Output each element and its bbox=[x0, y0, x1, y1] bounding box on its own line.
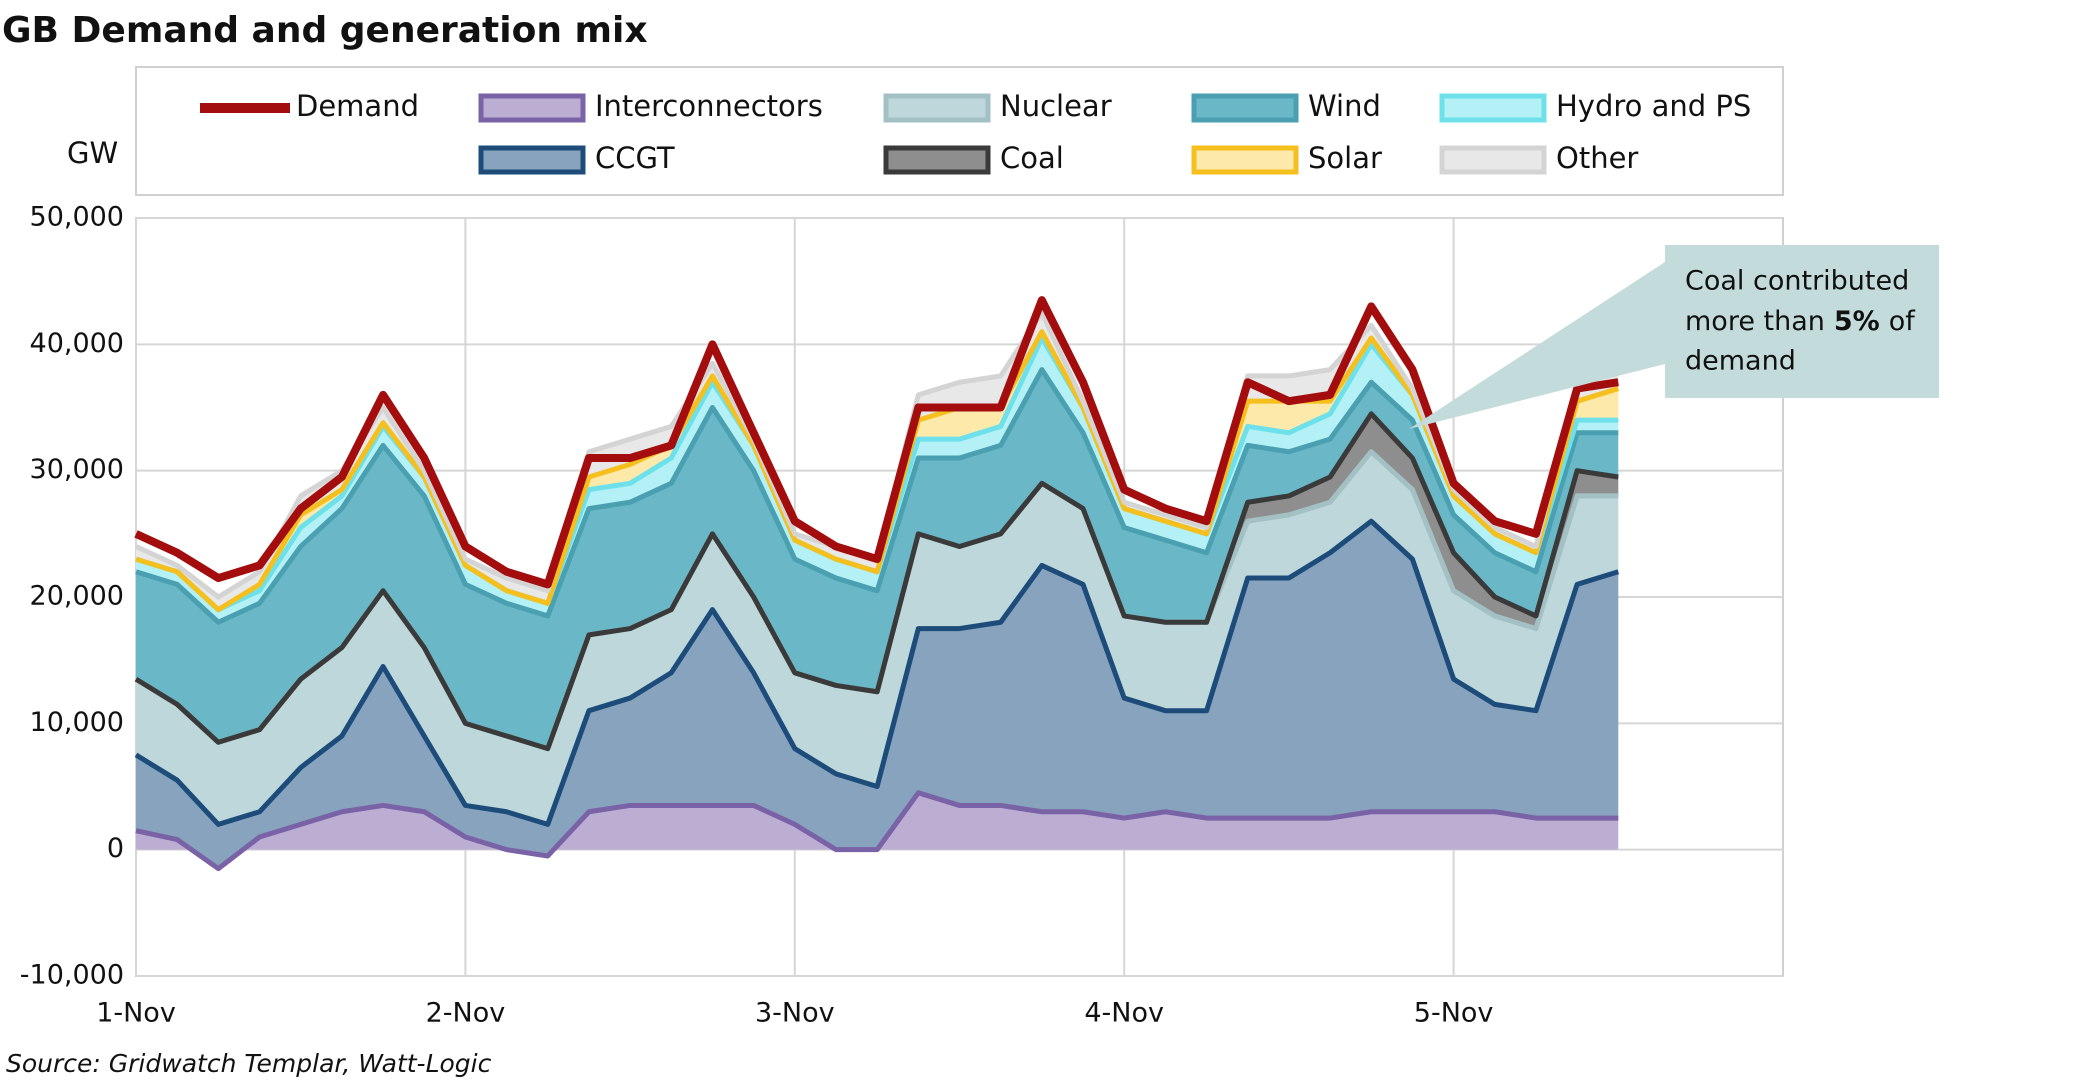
annotation-box bbox=[1665, 245, 1939, 398]
x-tick-label: 1-Nov bbox=[96, 998, 176, 1029]
legend-swatch bbox=[1191, 145, 1299, 175]
legend-label: CCGT bbox=[595, 141, 675, 175]
source-note: Source: Gridwatch Templar, Watt-Logic bbox=[6, 1049, 492, 1078]
legend-label: Hydro and PS bbox=[1556, 89, 1751, 123]
x-tick-label: 4-Nov bbox=[1084, 998, 1164, 1029]
area-edge bbox=[134, 518, 1620, 827]
y-tick-label: 10,000 bbox=[30, 707, 124, 738]
area-edge bbox=[135, 367, 1619, 625]
annotation-text: of bbox=[1889, 306, 1917, 337]
legend-label: Wind bbox=[1308, 89, 1381, 123]
plot-area: -10,000 0 10,000 20,000 30,000 40,000 50,000 1-… bbox=[20, 202, 1784, 1029]
legend-label: Coal bbox=[1000, 141, 1064, 175]
x-tick-label: 5-Nov bbox=[1414, 998, 1494, 1029]
x-tick-label: 3-Nov bbox=[755, 998, 835, 1029]
legend-swatch bbox=[883, 93, 991, 123]
y-tick-label: 30,000 bbox=[30, 454, 124, 485]
x-tick-label: 2-Nov bbox=[426, 998, 506, 1029]
legend-label: Solar bbox=[1308, 141, 1382, 175]
annotation-line: more than 5% of bbox=[1685, 306, 1916, 337]
y-axis-label: GW bbox=[67, 136, 118, 170]
area-edge bbox=[135, 790, 1619, 872]
legend-label: Nuclear bbox=[1000, 89, 1112, 123]
legend-label: Interconnectors bbox=[595, 89, 823, 123]
demand-line bbox=[134, 296, 1619, 589]
y-tick-label: 40,000 bbox=[30, 328, 124, 359]
area-fill bbox=[136, 792, 1619, 869]
annotation-line: demand bbox=[1685, 346, 1796, 377]
annotation-text: more than bbox=[1685, 306, 1825, 337]
legend-swatch bbox=[1439, 93, 1547, 123]
chart-title: GB Demand and generation mix bbox=[2, 10, 648, 51]
y-tick-label: 50,000 bbox=[30, 202, 124, 233]
y-tick-label: 20,000 bbox=[30, 581, 124, 612]
area-fill bbox=[136, 521, 1619, 869]
annotation-line: Coal contributed bbox=[1685, 266, 1909, 297]
legend-swatch bbox=[1439, 145, 1547, 175]
legend-label: Demand bbox=[296, 89, 419, 123]
area-fill bbox=[136, 451, 1619, 825]
legend-label: Other bbox=[1556, 141, 1638, 175]
annotation-highlight: 5% bbox=[1834, 306, 1880, 337]
area-fill bbox=[136, 369, 1619, 749]
legend-swatch bbox=[1191, 93, 1299, 123]
y-tick-label: -10,000 bbox=[20, 960, 124, 991]
callout-pointer bbox=[1409, 262, 1665, 429]
area-edge bbox=[135, 329, 1620, 613]
area-edge bbox=[134, 411, 1619, 752]
legend-swatch bbox=[883, 145, 991, 175]
legend: Demand Interconnectors Nuclear Wind Hydro an… bbox=[200, 89, 1751, 175]
legend-swatch bbox=[478, 93, 586, 123]
legend-box bbox=[135, 66, 1784, 196]
y-tick-label: 0 bbox=[107, 833, 124, 864]
legend-swatch bbox=[478, 145, 586, 175]
